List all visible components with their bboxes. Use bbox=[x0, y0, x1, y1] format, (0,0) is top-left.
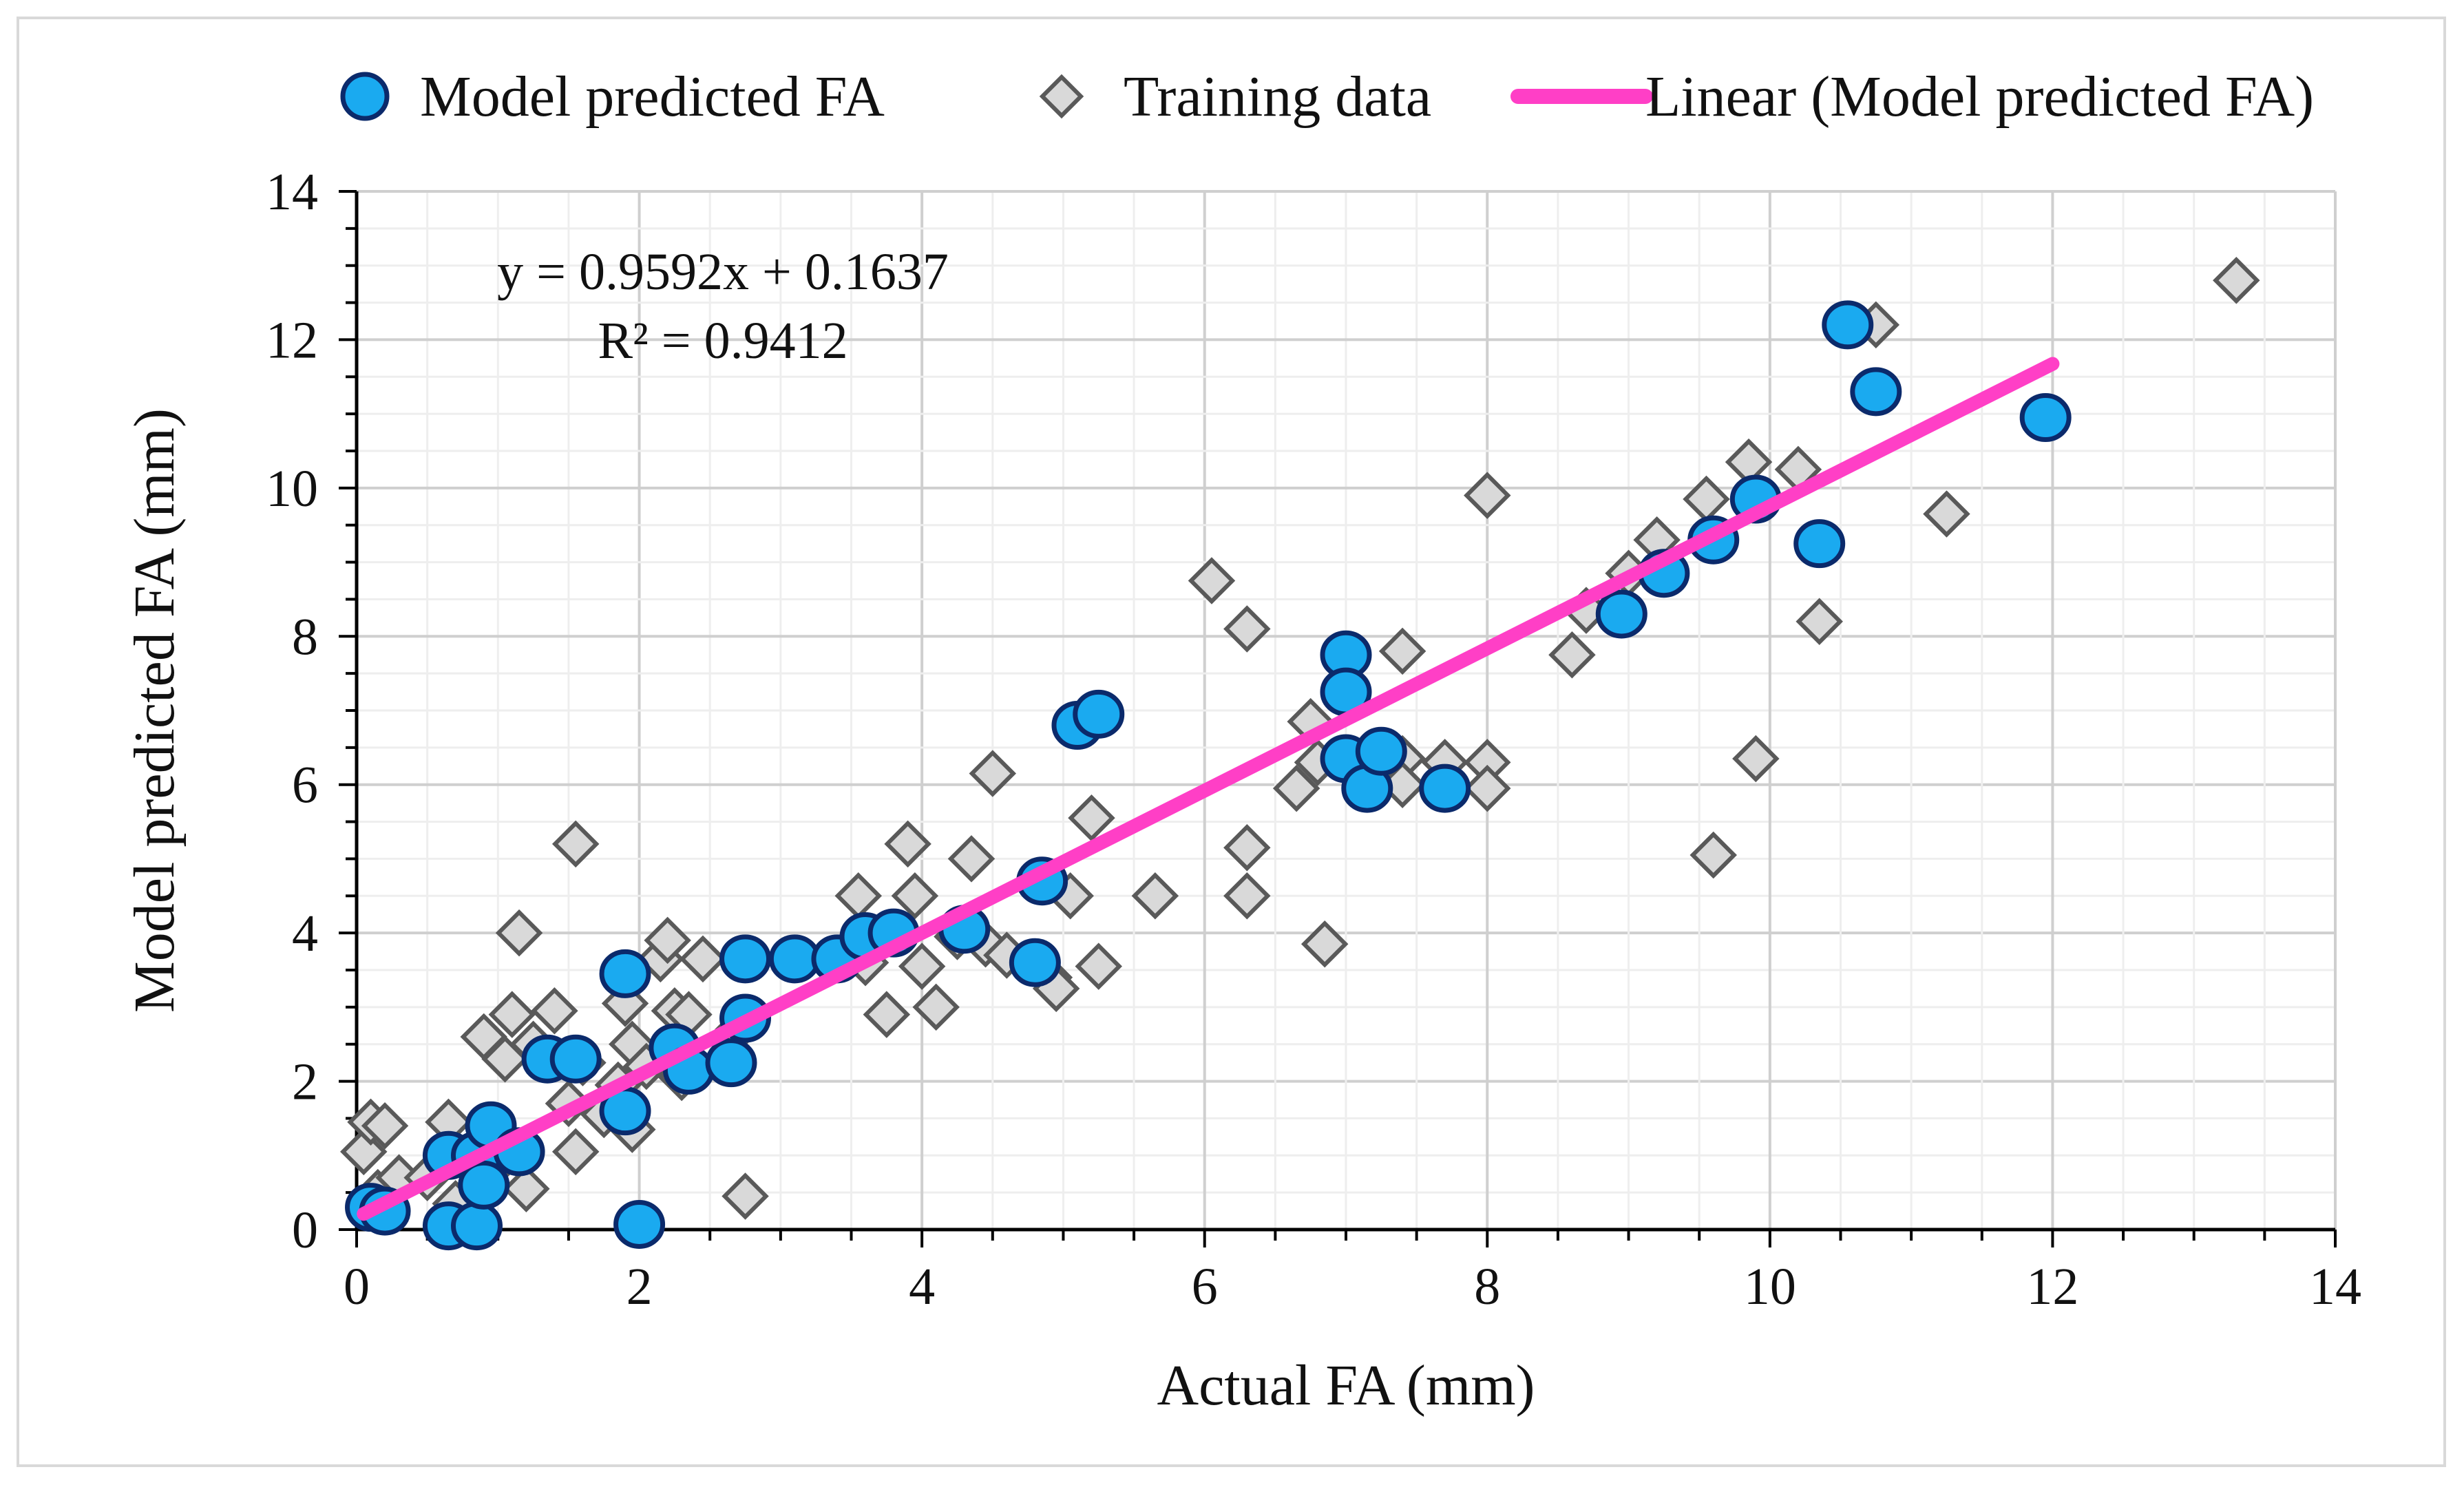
y-tick-label: 0 bbox=[292, 1201, 318, 1259]
training-data-point bbox=[1131, 872, 1179, 920]
training-data-point bbox=[863, 991, 911, 1038]
linear-trendline bbox=[357, 357, 2060, 1221]
y-tick-label: 6 bbox=[292, 757, 318, 814]
y-axis-title: Model predicted FA (mm) bbox=[123, 408, 187, 1013]
legend-label-training: Training data bbox=[1124, 65, 1431, 129]
training-data-point bbox=[898, 942, 946, 990]
training-data-point bbox=[1732, 735, 1780, 783]
training-data-point bbox=[947, 835, 996, 883]
training-data-point bbox=[884, 820, 931, 868]
y-tick-label: 10 bbox=[266, 460, 318, 518]
trendline-equation: y = 0.9592x + 0.1637 bbox=[497, 243, 949, 301]
training-data-point bbox=[969, 750, 1017, 797]
model-predicted-point bbox=[450, 1201, 503, 1251]
model-predicted-point bbox=[1009, 938, 1061, 987]
training-data-point bbox=[834, 872, 883, 920]
x-axis-title: Actual FA (mm) bbox=[1157, 1354, 1535, 1418]
legend-marker-model bbox=[340, 72, 390, 121]
model-predicted-point bbox=[1850, 367, 1902, 417]
model-predicted-point bbox=[599, 949, 651, 998]
trendline-layer bbox=[357, 357, 2060, 1221]
legend: Model predicted FA Training data Linear … bbox=[340, 65, 2314, 129]
training-data-point bbox=[1301, 920, 1349, 968]
training-data-point bbox=[1188, 557, 1236, 604]
x-tick-label: 0 bbox=[344, 1258, 370, 1316]
model-predicted-point bbox=[1073, 689, 1125, 739]
training-data-point bbox=[1378, 627, 1426, 675]
legend-label-model: Model predicted FA bbox=[420, 65, 885, 129]
training-data-point bbox=[1464, 472, 1511, 519]
training-data-point bbox=[531, 987, 578, 1035]
y-tick-label: 4 bbox=[292, 905, 318, 962]
training-data-point bbox=[2213, 257, 2260, 304]
training-data-point bbox=[1223, 605, 1271, 653]
training-data-point bbox=[1689, 831, 1737, 879]
y-tick-label: 2 bbox=[292, 1053, 318, 1111]
training-data-point bbox=[912, 983, 960, 1031]
y-tick-label: 8 bbox=[292, 608, 318, 666]
model-predicted-point bbox=[1355, 726, 1407, 776]
training-data-point bbox=[503, 1165, 550, 1213]
model-predicted-point bbox=[458, 1160, 510, 1210]
training-data-point bbox=[1223, 872, 1271, 920]
x-tick-label: 4 bbox=[909, 1258, 935, 1316]
model-predicted-point bbox=[613, 1199, 666, 1249]
x-tick-label: 12 bbox=[2026, 1258, 2078, 1316]
training-data-point bbox=[1548, 631, 1596, 679]
model-predicted-point bbox=[768, 934, 821, 984]
training-data-point bbox=[495, 909, 543, 957]
training-data-point bbox=[551, 820, 600, 868]
tick-labels: 0 2 4 6 8 10 12 14 0 2 4 6 8 10 12 14 bbox=[266, 163, 2361, 1316]
training-data-point bbox=[1796, 598, 1843, 645]
y-tick-label: 12 bbox=[266, 311, 318, 369]
axes bbox=[339, 190, 2337, 1247]
x-tick-label: 6 bbox=[1192, 1258, 1218, 1316]
x-tick-label: 10 bbox=[1744, 1258, 1796, 1316]
x-tick-label: 8 bbox=[1474, 1258, 1500, 1316]
legend-marker-training bbox=[1039, 74, 1084, 119]
model-predicted-point bbox=[705, 1038, 757, 1088]
x-tick-label: 2 bbox=[626, 1258, 653, 1316]
chart-frame bbox=[17, 17, 2446, 1467]
model-predicted-series bbox=[345, 300, 2072, 1251]
training-data-point bbox=[488, 991, 536, 1038]
training-data-point bbox=[1068, 794, 1115, 842]
y-tick-label: 14 bbox=[266, 163, 318, 221]
r-squared-label: R² = 0.9412 bbox=[598, 312, 847, 370]
training-data-point bbox=[891, 872, 939, 920]
model-predicted-point bbox=[1793, 519, 1846, 569]
x-tick-label: 14 bbox=[2309, 1258, 2361, 1316]
training-data-point bbox=[679, 935, 727, 983]
model-predicted-point bbox=[1419, 763, 1471, 813]
training-data-point bbox=[1464, 764, 1511, 812]
legend-label-trendline: Linear (Model predicted FA) bbox=[1645, 65, 2314, 129]
training-data-point bbox=[1223, 824, 1271, 872]
model-predicted-point bbox=[549, 1034, 602, 1084]
training-data-point bbox=[1272, 764, 1320, 812]
training-data-point bbox=[644, 916, 691, 965]
model-predicted-point bbox=[1822, 300, 1874, 350]
training-data-point bbox=[722, 1172, 769, 1220]
training-data-point bbox=[361, 1102, 409, 1150]
training-data-point bbox=[551, 1128, 600, 1176]
model-predicted-point bbox=[719, 934, 772, 984]
training-data-point bbox=[1683, 475, 1730, 523]
training-data-point bbox=[601, 980, 649, 1027]
training-data-point bbox=[1923, 490, 1970, 538]
training-data-point bbox=[1075, 942, 1122, 990]
model-predicted-point bbox=[1595, 589, 1647, 639]
model-predicted-point bbox=[2019, 393, 2072, 443]
